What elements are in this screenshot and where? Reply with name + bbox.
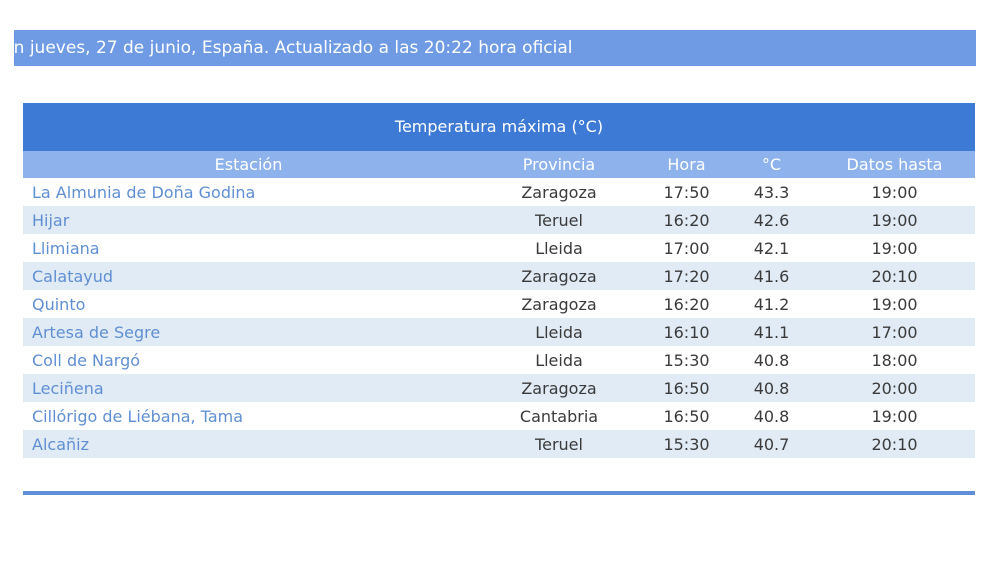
station-link[interactable]: Alcañiz bbox=[23, 430, 474, 458]
table-row: La Almunia de Doña Godina Zaragoza 17:50… bbox=[23, 178, 975, 206]
table-row: Hijar Teruel 16:20 42.6 19:00 bbox=[23, 206, 975, 234]
time-cell: 16:20 bbox=[644, 290, 729, 318]
temp-cell: 40.8 bbox=[729, 374, 814, 402]
temp-cell: 42.1 bbox=[729, 234, 814, 262]
until-cell: 20:10 bbox=[814, 430, 975, 458]
province-cell: Teruel bbox=[474, 430, 644, 458]
table-row: Artesa de Segre Lleida 16:10 41.1 17:00 bbox=[23, 318, 975, 346]
until-cell: 19:00 bbox=[814, 234, 975, 262]
table-row: Coll de Nargó Lleida 15:30 40.8 18:00 bbox=[23, 346, 975, 374]
table-bottom-divider bbox=[23, 491, 975, 495]
time-cell: 17:50 bbox=[644, 178, 729, 206]
update-banner: n en jueves, 27 de junio, España. Actual… bbox=[14, 30, 976, 66]
temp-cell: 40.8 bbox=[729, 402, 814, 430]
time-cell: 15:30 bbox=[644, 346, 729, 374]
station-link[interactable]: Artesa de Segre bbox=[23, 318, 474, 346]
max-temperature-table: Temperatura máxima (°C) Estación Provinc… bbox=[23, 103, 975, 458]
column-header-until[interactable]: Datos hasta bbox=[814, 151, 975, 178]
province-cell: Zaragoza bbox=[474, 178, 644, 206]
table-row: Calatayud Zaragoza 17:20 41.6 20:10 bbox=[23, 262, 975, 290]
time-cell: 16:50 bbox=[644, 374, 729, 402]
temp-cell: 43.3 bbox=[729, 178, 814, 206]
temp-cell: 41.1 bbox=[729, 318, 814, 346]
table-row: Alcañiz Teruel 15:30 40.7 20:10 bbox=[23, 430, 975, 458]
column-header-province[interactable]: Provincia bbox=[474, 151, 644, 178]
until-cell: 19:00 bbox=[814, 178, 975, 206]
temp-cell: 40.8 bbox=[729, 346, 814, 374]
station-link[interactable]: Hijar bbox=[23, 206, 474, 234]
province-cell: Cantabria bbox=[474, 402, 644, 430]
province-cell: Lleida bbox=[474, 318, 644, 346]
temp-cell: 41.6 bbox=[729, 262, 814, 290]
province-cell: Zaragoza bbox=[474, 374, 644, 402]
until-cell: 17:00 bbox=[814, 318, 975, 346]
province-cell: Zaragoza bbox=[474, 262, 644, 290]
table-row: Leciñena Zaragoza 16:50 40.8 20:00 bbox=[23, 374, 975, 402]
until-cell: 19:00 bbox=[814, 290, 975, 318]
table-row: Quinto Zaragoza 16:20 41.2 19:00 bbox=[23, 290, 975, 318]
temp-cell: 42.6 bbox=[729, 206, 814, 234]
time-cell: 16:10 bbox=[644, 318, 729, 346]
column-header-time[interactable]: Hora bbox=[644, 151, 729, 178]
table-row: Llimiana Lleida 17:00 42.1 19:00 bbox=[23, 234, 975, 262]
until-cell: 20:10 bbox=[814, 262, 975, 290]
station-link[interactable]: Leciñena bbox=[23, 374, 474, 402]
column-header-temp[interactable]: °C bbox=[729, 151, 814, 178]
province-cell: Lleida bbox=[474, 346, 644, 374]
header-row: Estación Provincia Hora °C Datos hasta bbox=[23, 151, 975, 178]
station-link[interactable]: Coll de Nargó bbox=[23, 346, 474, 374]
time-cell: 17:20 bbox=[644, 262, 729, 290]
time-cell: 15:30 bbox=[644, 430, 729, 458]
province-cell: Teruel bbox=[474, 206, 644, 234]
until-cell: 19:00 bbox=[814, 402, 975, 430]
until-cell: 20:00 bbox=[814, 374, 975, 402]
province-cell: Zaragoza bbox=[474, 290, 644, 318]
station-link[interactable]: Calatayud bbox=[23, 262, 474, 290]
station-link[interactable]: Cillórigo de Liébana, Tama bbox=[23, 402, 474, 430]
table-title: Temperatura máxima (°C) bbox=[23, 103, 975, 151]
time-cell: 17:00 bbox=[644, 234, 729, 262]
time-cell: 16:20 bbox=[644, 206, 729, 234]
temp-cell: 41.2 bbox=[729, 290, 814, 318]
until-cell: 18:00 bbox=[814, 346, 975, 374]
update-banner-text: n en jueves, 27 de junio, España. Actual… bbox=[14, 38, 573, 58]
temperature-table: Estación Provincia Hora °C Datos hasta L… bbox=[23, 151, 975, 458]
temp-cell: 40.7 bbox=[729, 430, 814, 458]
province-cell: Lleida bbox=[474, 234, 644, 262]
station-link[interactable]: Llimiana bbox=[23, 234, 474, 262]
column-header-station[interactable]: Estación bbox=[23, 151, 474, 178]
until-cell: 19:00 bbox=[814, 206, 975, 234]
station-link[interactable]: La Almunia de Doña Godina bbox=[23, 178, 474, 206]
time-cell: 16:50 bbox=[644, 402, 729, 430]
station-link[interactable]: Quinto bbox=[23, 290, 474, 318]
table-row: Cillórigo de Liébana, Tama Cantabria 16:… bbox=[23, 402, 975, 430]
